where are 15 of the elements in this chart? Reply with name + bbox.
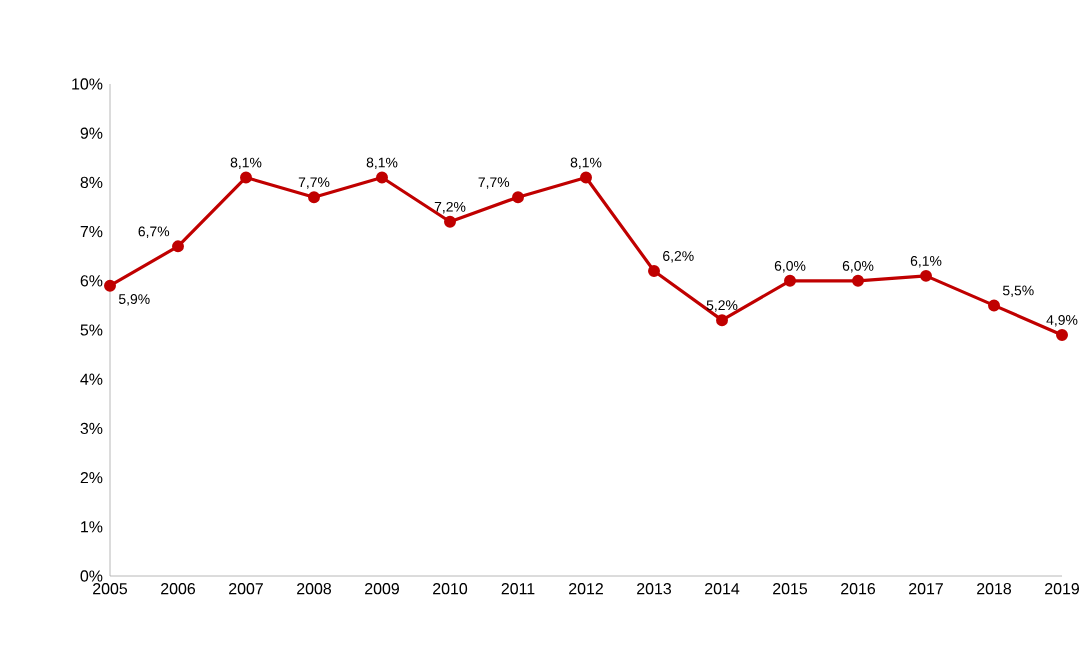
point <box>1056 328 1068 341</box>
point <box>580 171 592 184</box>
point <box>852 274 864 287</box>
point <box>308 191 320 204</box>
point <box>648 264 660 277</box>
point <box>512 191 524 204</box>
point <box>240 171 252 184</box>
point <box>172 240 184 253</box>
point <box>988 299 1000 312</box>
point <box>376 171 388 184</box>
point <box>920 269 932 282</box>
point <box>716 314 728 327</box>
point <box>784 274 796 287</box>
point <box>444 215 456 228</box>
point <box>104 279 116 292</box>
